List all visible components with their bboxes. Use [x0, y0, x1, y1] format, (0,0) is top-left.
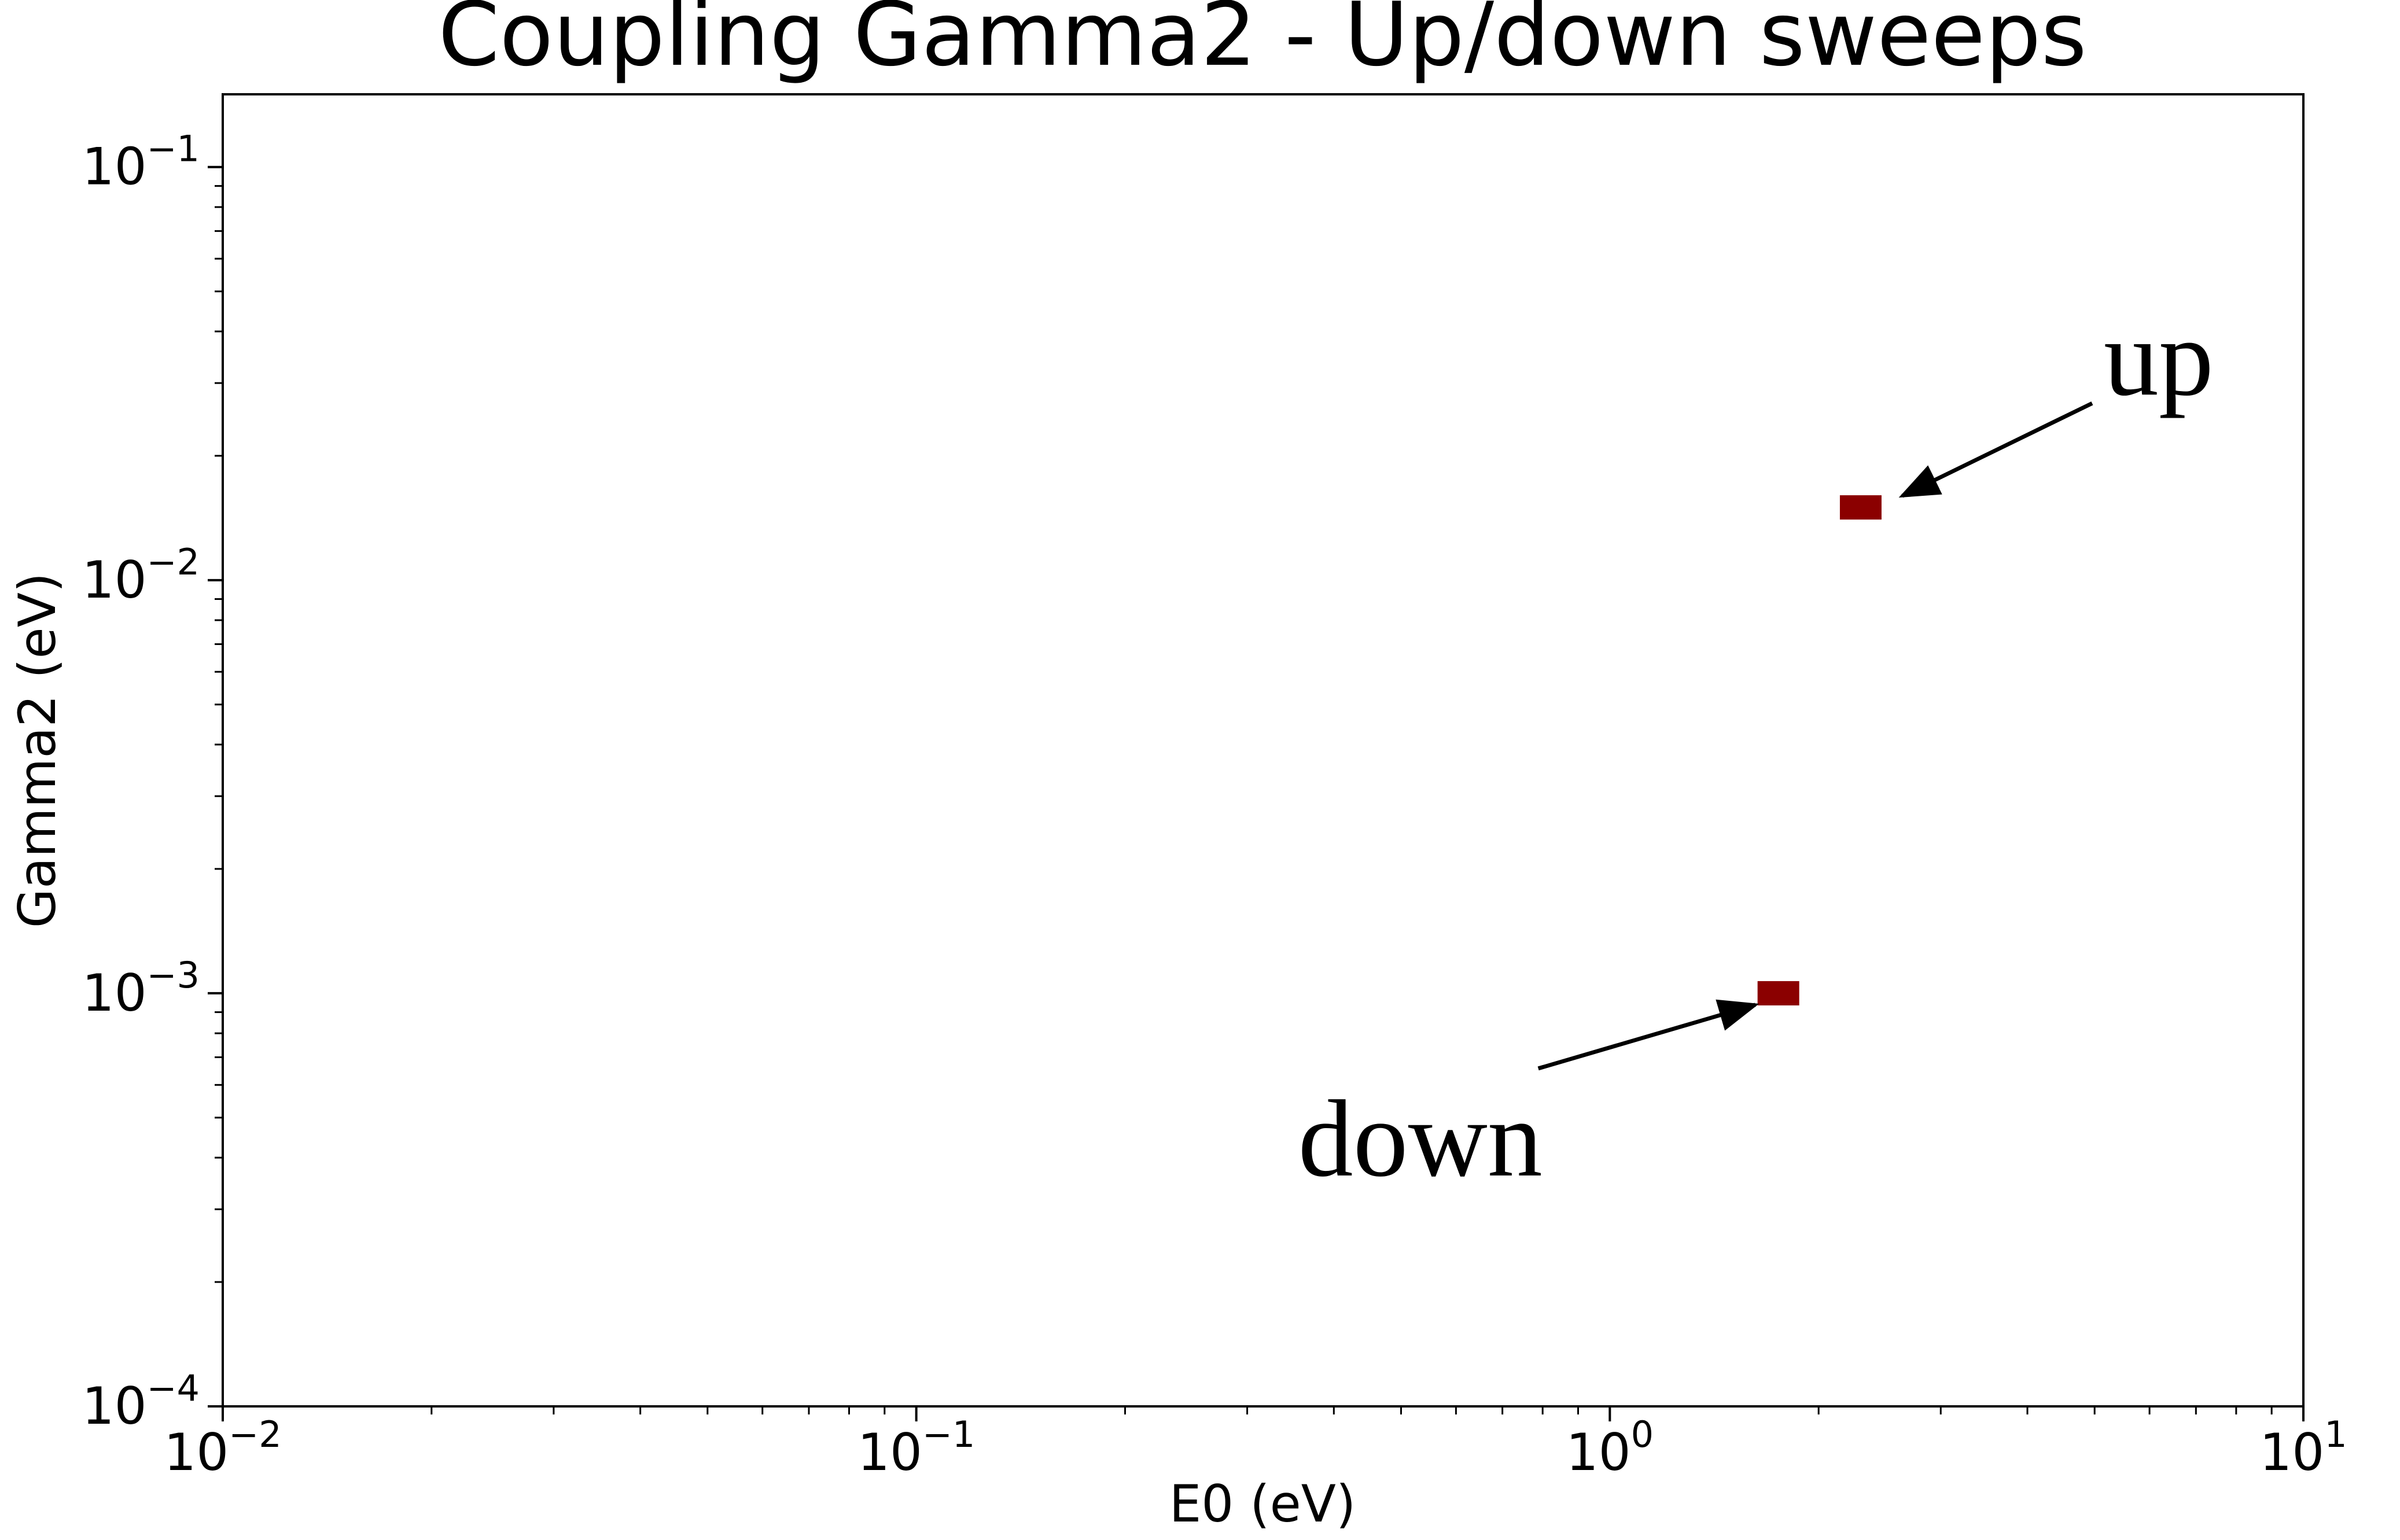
- x-tick-label: 101: [2259, 1413, 2347, 1482]
- y-axis-label: Gamma2 (eV): [8, 573, 67, 928]
- data-points: [1757, 495, 1882, 1005]
- chart-title: Coupling Gamma2 - Up/down sweeps: [438, 0, 2087, 86]
- x-axis-ticks: 10−2 10−1 100 101: [164, 1406, 2347, 1482]
- data-point: [1839, 495, 1882, 520]
- y-tick-label: 10−2: [82, 541, 200, 610]
- data-point: [1757, 981, 1799, 1005]
- y-tick-label: 10−1: [82, 128, 200, 197]
- annotation-arrow: [1537, 999, 1759, 1071]
- x-tick-label: 100: [1566, 1413, 1654, 1482]
- plot-area-frame: [222, 93, 2305, 1408]
- y-tick-label: 10−4: [82, 1367, 200, 1436]
- y-axis-ticks: 10−4 10−3 10−2 10−1: [82, 128, 223, 1436]
- x-tick-label: 10−1: [857, 1413, 975, 1482]
- x-axis-label: E0 (eV): [1169, 1474, 1356, 1534]
- annotation-label: up: [2104, 297, 2214, 419]
- annotation-label: down: [1298, 1078, 1543, 1200]
- annotations: up down: [1298, 297, 2214, 1200]
- y-tick-label: 10−3: [82, 954, 200, 1023]
- annotation-arrow: [1898, 401, 2093, 498]
- x-tick-label: 10−2: [164, 1413, 281, 1482]
